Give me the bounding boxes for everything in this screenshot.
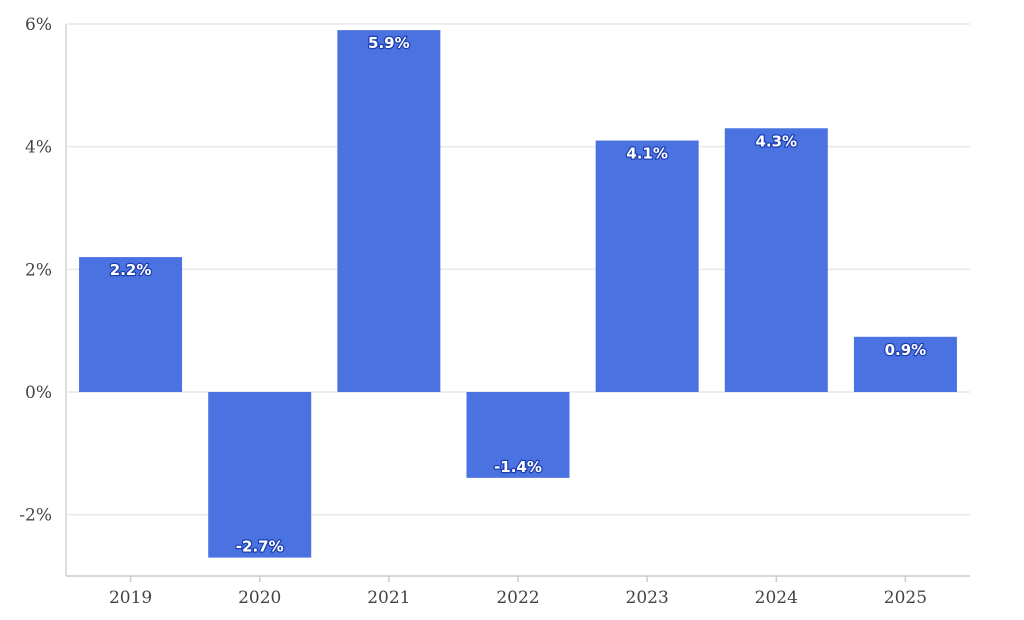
- x-tick-label: 2022: [496, 588, 539, 608]
- bar-2025: [853, 336, 957, 392]
- x-tick-label: 2025: [884, 588, 927, 608]
- x-axis-ticks: 2019 2020 2021 2022 2023 2024 2025: [109, 576, 927, 608]
- bar-2019: [79, 257, 183, 392]
- bar-2023: [595, 140, 699, 392]
- y-axis-ticks: -2% 0% 2% 4% 6%: [19, 15, 52, 526]
- y-tick-label: 6%: [25, 15, 52, 35]
- x-tick-label: 2019: [109, 588, 152, 608]
- data-labels: 2.2% -2.7% 5.9% -1.4% 4.1% 4.3% 0.9%: [109, 33, 928, 557]
- bar-2022: [466, 392, 570, 478]
- y-tick-label: 0%: [25, 383, 52, 403]
- data-label: 4.1%: [626, 145, 668, 163]
- bars: [79, 30, 957, 558]
- bar-2024: [724, 128, 828, 392]
- y-tick-label: -2%: [19, 506, 52, 526]
- x-tick-label: 2021: [367, 588, 410, 608]
- data-label: 4.3%: [755, 132, 797, 150]
- bar-2021: [337, 30, 441, 393]
- data-label: 2.2%: [110, 261, 152, 279]
- x-tick-label: 2023: [626, 588, 669, 608]
- y-tick-label: 4%: [25, 138, 52, 158]
- bar-2020: [208, 392, 312, 558]
- data-label: 0.9%: [885, 341, 927, 359]
- y-tick-label: 2%: [25, 260, 52, 280]
- x-tick-label: 2024: [755, 588, 798, 608]
- x-tick-label: 2020: [238, 588, 281, 608]
- data-label: -1.4%: [494, 458, 542, 476]
- data-label: -2.7%: [236, 538, 284, 556]
- data-label: 5.9%: [368, 34, 410, 52]
